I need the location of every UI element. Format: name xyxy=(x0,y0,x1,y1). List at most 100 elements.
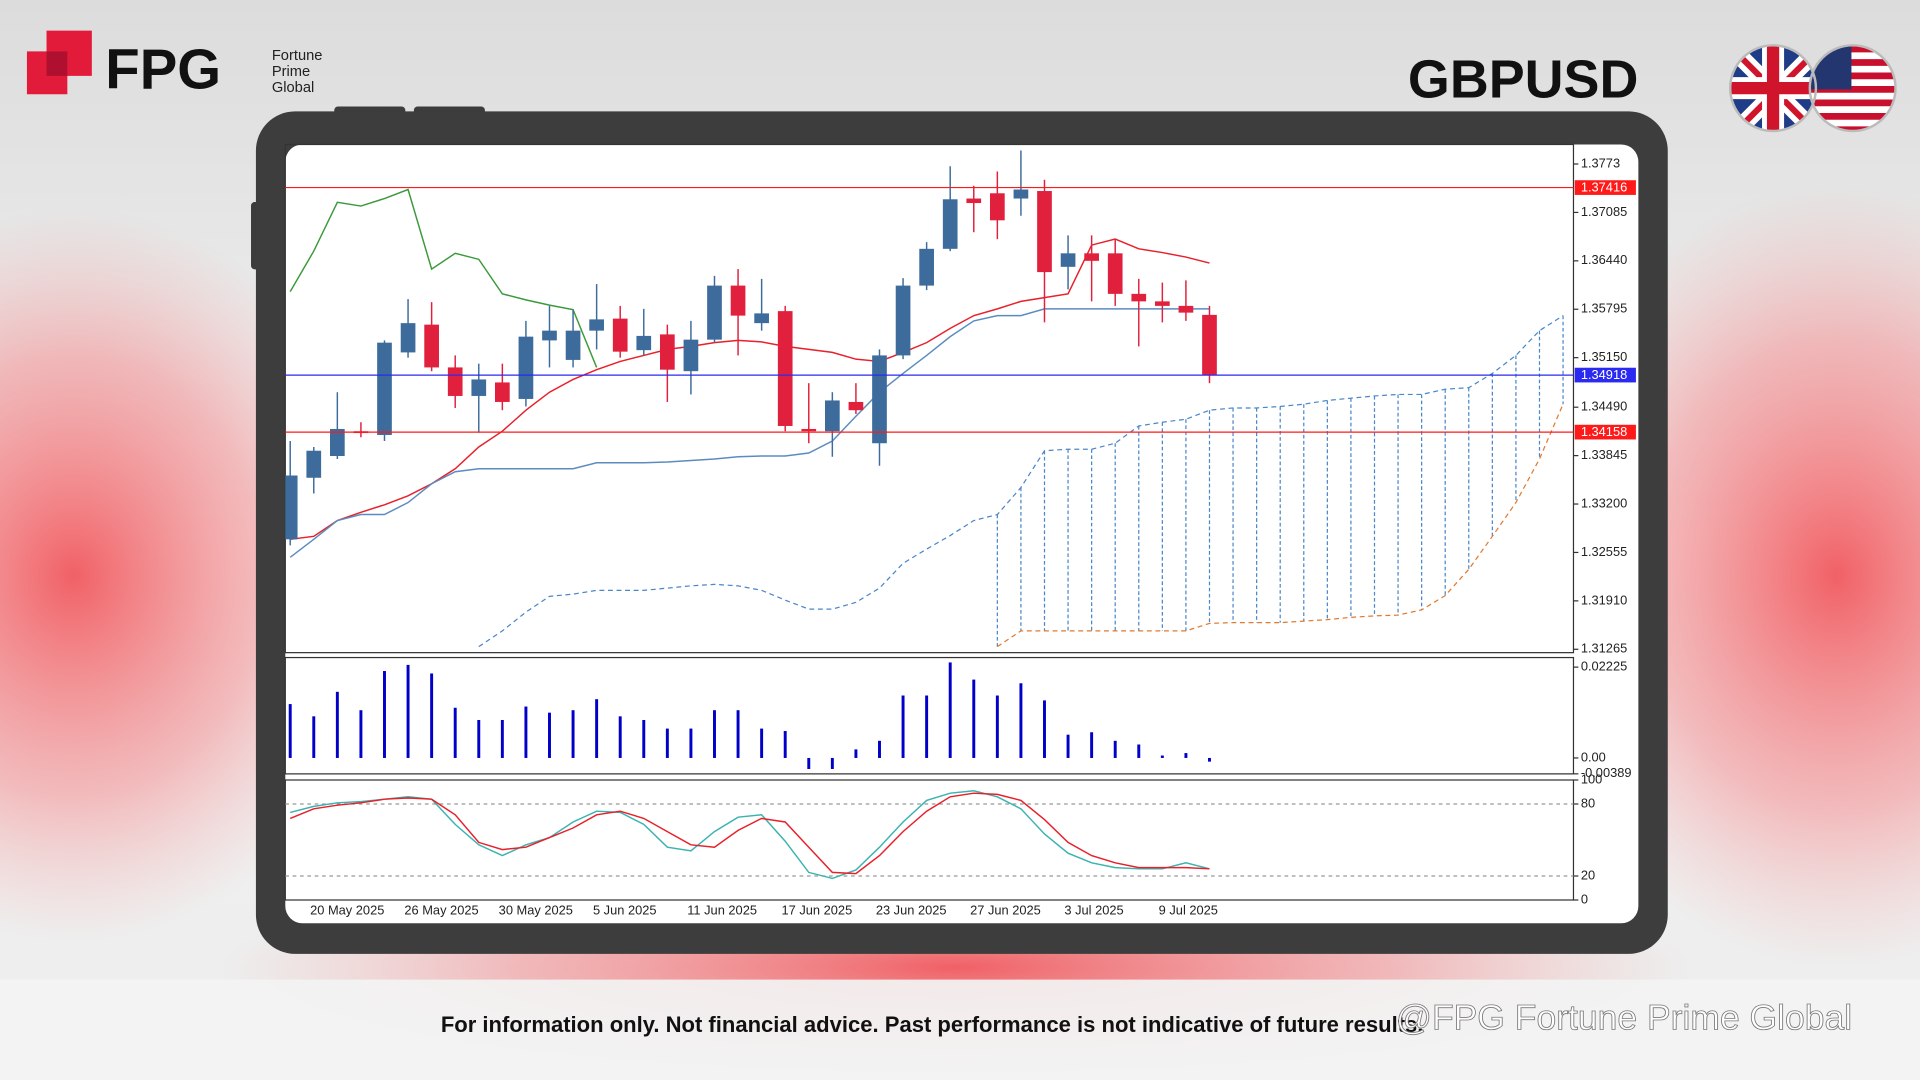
histogram-bar xyxy=(571,710,575,758)
x-tick-label: 30 May 2025 xyxy=(499,902,573,917)
y-tick-label: 1.31910 xyxy=(1581,592,1627,607)
histogram-bar xyxy=(736,710,740,758)
histogram-bar xyxy=(618,716,622,758)
cloud-span xyxy=(997,403,1564,648)
candle-body xyxy=(636,335,652,351)
candle-body xyxy=(942,199,958,249)
oscillator-line xyxy=(290,790,1210,880)
cloud-span xyxy=(478,315,1564,648)
histogram-bar xyxy=(925,695,929,758)
histogram-bar xyxy=(878,740,881,758)
panel-frame xyxy=(284,656,1575,775)
level-tag xyxy=(1574,367,1636,383)
disclaimer: For information only. Not financial advi… xyxy=(441,1012,1424,1037)
histogram-bar xyxy=(995,695,999,758)
candle-body xyxy=(825,400,840,432)
candle-body xyxy=(730,285,746,316)
brand-line: Fortune xyxy=(272,48,323,64)
candle-body xyxy=(683,339,699,372)
x-tick-label: 9 Jul 2025 xyxy=(1159,902,1218,917)
histogram-bar xyxy=(335,691,339,758)
x-tick-label: 27 Jun 2025 xyxy=(970,902,1041,917)
candle-body xyxy=(707,285,722,340)
histogram-bar xyxy=(713,710,716,758)
candle-body xyxy=(518,336,534,399)
candle-body xyxy=(660,334,675,370)
histogram-bar xyxy=(642,720,646,758)
candle-body xyxy=(872,355,887,444)
candle-body xyxy=(1084,253,1099,261)
y-tick-label: 1.35150 xyxy=(1581,349,1627,364)
x-tick-label: 5 Jun 2025 xyxy=(593,902,657,917)
histogram-bar xyxy=(1043,700,1046,758)
y-tick-label: 1.34490 xyxy=(1581,399,1627,414)
main-series xyxy=(285,150,1564,648)
x-tick-label: 3 Jul 2025 xyxy=(1064,902,1123,917)
histogram-bar xyxy=(665,728,669,758)
brand: FPG xyxy=(105,37,221,100)
y-tick-label: -0.00389 xyxy=(1581,765,1632,780)
y-tick-label: 1.32555 xyxy=(1581,544,1627,559)
y-tick-label: 20 xyxy=(1581,867,1595,882)
histogram-bar xyxy=(524,706,528,758)
candle-body xyxy=(612,318,628,352)
histogram-bar xyxy=(1019,683,1023,758)
tablet-screen xyxy=(285,144,1639,924)
brand-line: Prime xyxy=(272,64,310,80)
histogram-bar xyxy=(830,757,834,769)
brand-line: Global xyxy=(272,80,314,96)
level-label: 1.37416 xyxy=(1581,180,1627,195)
y-tick-label: 1.3773 xyxy=(1581,155,1620,170)
x-tick-label: 26 May 2025 xyxy=(404,902,478,917)
indicator-line xyxy=(290,238,1210,541)
x-tick-label: 23 Jun 2025 xyxy=(876,902,947,917)
candle-body xyxy=(495,382,510,402)
flag-rim xyxy=(1728,44,1818,133)
histogram-bar xyxy=(948,662,952,758)
oscillator-line xyxy=(289,792,1210,875)
y-tick-label: 1.36440 xyxy=(1581,252,1627,267)
candle-body xyxy=(1131,293,1147,302)
histogram-bar xyxy=(1090,732,1094,758)
x-tick-label: 11 Jun 2025 xyxy=(687,902,757,917)
histogram-bar xyxy=(312,716,316,758)
histogram-bar xyxy=(430,673,434,758)
candle-body xyxy=(1013,189,1029,199)
candle-body xyxy=(990,193,1005,221)
candle-body xyxy=(400,323,416,353)
flag-rim xyxy=(1808,44,1897,133)
y-tick-label: 1.37085 xyxy=(1581,204,1627,219)
histogram-bar xyxy=(548,712,551,758)
histogram-bar xyxy=(1113,740,1117,758)
candle-body xyxy=(1107,253,1123,294)
histogram-bar xyxy=(359,710,363,758)
y-tick-label: 1.33200 xyxy=(1581,495,1627,510)
indicator-line xyxy=(289,308,1210,558)
candle-body xyxy=(1037,191,1052,273)
y-tick-label: 1.31265 xyxy=(1581,641,1627,656)
candle-body xyxy=(848,401,864,411)
level-tag xyxy=(1574,424,1636,440)
histogram-bar xyxy=(500,720,504,758)
candle-body xyxy=(285,475,298,540)
histogram-bar xyxy=(1160,755,1164,758)
histogram-bar xyxy=(760,728,764,758)
candle-body xyxy=(1178,305,1194,313)
histogram-bar xyxy=(1208,757,1211,762)
candle-body xyxy=(542,330,557,341)
candle-body xyxy=(447,367,463,396)
candle-body xyxy=(895,285,911,356)
candle-body xyxy=(330,428,345,456)
candle-body xyxy=(377,342,392,435)
y-tick-label: 1.35795 xyxy=(1581,301,1627,316)
histogram-bar xyxy=(854,749,858,758)
y-tick-label: 0.02225 xyxy=(1581,659,1627,674)
histogram-bar xyxy=(453,707,457,758)
candle-body xyxy=(306,450,322,478)
histogram-bar xyxy=(1184,753,1188,758)
candle-body xyxy=(966,198,982,204)
panel-frame xyxy=(284,143,1575,654)
y-tick-label: 0.00 xyxy=(1581,749,1606,764)
candle-body xyxy=(1202,314,1217,375)
